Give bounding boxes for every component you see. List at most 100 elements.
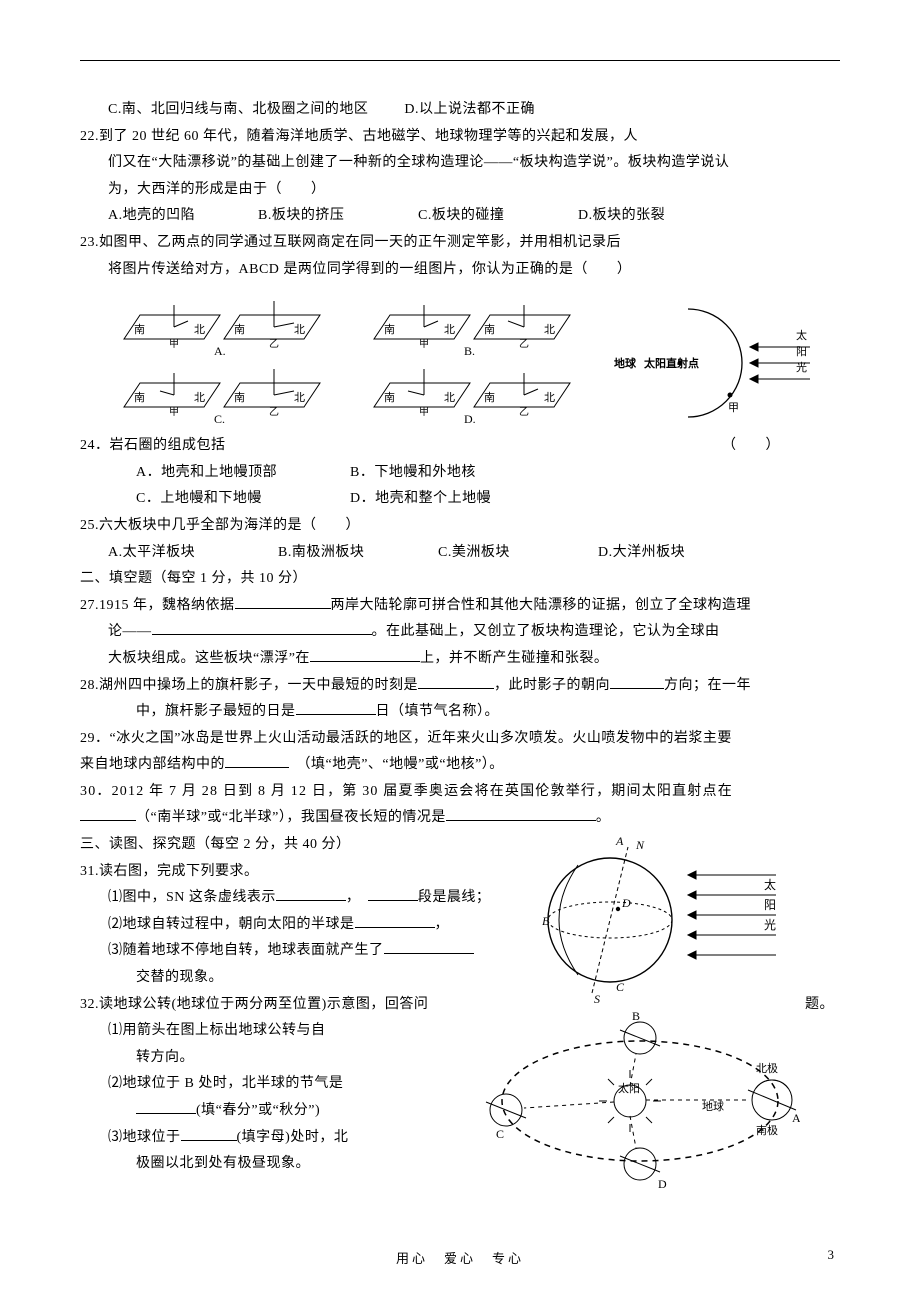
q22-a: A.地壳的凹陷 (108, 203, 258, 230)
svg-text:地球: 地球 (614, 356, 637, 370)
svg-text:甲: 甲 (169, 407, 179, 418)
q27-l2a: 论—— (108, 624, 152, 639)
q27-l1a: 27.1915 年，魏格纳依据 (80, 598, 235, 613)
svg-text:南: 南 (234, 323, 245, 336)
top-rule (80, 60, 840, 61)
blank[interactable] (446, 807, 596, 821)
svg-text:南: 南 (484, 391, 495, 404)
q32-p2b: (填“春分”或“秋分”) (196, 1103, 320, 1118)
q28-l1b: ，此时影子的朝向 (494, 678, 610, 693)
q22-d: D.板块的张裂 (578, 203, 665, 230)
q25-a: A.太平洋板块 (108, 540, 278, 567)
blank[interactable] (152, 621, 372, 635)
q28-l1a: 28.湖州四中操场上的旗杆影子，一天中最短的时刻是 (80, 678, 418, 693)
svg-text:太阳: 太阳 (618, 1082, 640, 1095)
q28-l2: 中，旗杆影子最短的日是 日（填节气名称）。 (80, 699, 840, 726)
blank[interactable] (310, 648, 420, 662)
svg-text:南: 南 (134, 391, 145, 404)
q22-stem2: 们又在“大陆漂移说”的基础上创建了一种新的全球构造理论——“板块构造学说”。板块… (80, 150, 840, 177)
q22-stem3: 为，大西洋的形成是由于（ ） (80, 177, 840, 204)
svg-text:北: 北 (194, 323, 205, 336)
footer-text: 用心 爱心 专心 (80, 1248, 840, 1267)
q31-p1a: ⑴图中，SN 这条虚线表示 (108, 890, 276, 905)
q24-b: B．下地幔和外地核 (350, 465, 476, 480)
q32-p3b: (填字母)处时，北 (237, 1130, 349, 1145)
svg-text:北: 北 (194, 391, 205, 404)
q31-p2a: ⑵地球自转过程中，朝向太阳的半球是 (108, 917, 355, 932)
svg-text:甲: 甲 (728, 402, 739, 414)
svg-text:阳: 阳 (796, 345, 807, 358)
q23-stem2: 将图片传送给对方，ABCD 是两位同学得到的一组图片，你认为正确的是（ ） (80, 257, 840, 284)
page-root: C.南、北回归线与南、北极圈之间的地区 D.以上说法都不正确 22.到了 20 … (0, 0, 920, 1307)
blank[interactable] (276, 887, 346, 901)
blank[interactable] (368, 887, 418, 901)
page-number: 3 (828, 1247, 835, 1263)
q22-c: C.板块的碰撞 (418, 203, 578, 230)
svg-text:太阳直射点: 太阳直射点 (643, 356, 699, 370)
q28-l2b: 日（填节气名称）。 (376, 704, 500, 719)
svg-text:北: 北 (544, 391, 555, 404)
blank[interactable] (355, 914, 435, 928)
svg-text:北极: 北极 (756, 1061, 778, 1075)
q29-l2b: （填“地壳”、“地幔”或“地核”）。 (304, 757, 504, 772)
q23-earth-sun: 甲 太 阳 光 地球 太阳直射点 (610, 299, 810, 425)
q32-stem-tail: 题。 (805, 992, 840, 1019)
blank[interactable] (181, 1127, 237, 1141)
blank[interactable] (296, 701, 376, 715)
svg-text:阳: 阳 (764, 898, 776, 912)
q22-choices: A.地壳的凹陷 B.板块的挤压 C.板块的碰撞 D.板块的张裂 (80, 203, 840, 230)
svg-text:B: B (632, 1009, 640, 1023)
blank[interactable] (235, 595, 331, 609)
svg-text:C: C (496, 1127, 504, 1141)
svg-text:甲: 甲 (419, 407, 429, 418)
q28-l2a: 中，旗杆影子最短的日是 (136, 704, 296, 719)
q27-l1b: 两岸大陆轮廓可拼合性和其他大陆漂移的证据，创立了全球构造理 (331, 598, 752, 613)
q22-b: B.板块的挤压 (258, 203, 418, 230)
blank[interactable] (384, 940, 474, 954)
svg-text:光: 光 (796, 360, 807, 374)
q32-p3a: ⑶地球位于 (108, 1130, 181, 1145)
blank[interactable] (418, 675, 494, 689)
q25-choices: A.太平洋板块 B.南极洲板块 C.美洲板块 D.大洋州板块 (80, 540, 840, 567)
svg-text:B: B (542, 914, 550, 928)
svg-text:A: A (615, 835, 624, 848)
q25-stem: 25.六大板块中几乎全部为海洋的是（ ） (80, 513, 840, 540)
q23-stem1: 23.如图甲、乙两点的同学通过互联网商定在同一天的正午测定竿影，并用相机记录后 (80, 230, 840, 257)
svg-text:B.: B. (464, 344, 475, 358)
svg-text:甲: 甲 (169, 339, 179, 350)
q31-wrap: A N B D C S 太 阳 光 31.读右图，完成下列要求。 (80, 859, 840, 992)
q24-cd: C．上地幔和下地幔 D．地壳和整个上地幔 (80, 486, 840, 513)
q29-l2a: 来自地球内部结构中的 (80, 757, 225, 772)
blank[interactable] (136, 1100, 196, 1114)
q24-stem: 24．岩石圈的组成包括 (80, 433, 226, 460)
q21-d: D.以上说法都不正确 (404, 102, 535, 117)
svg-text:北: 北 (294, 323, 305, 336)
q29-l2: 来自地球内部结构中的 （填“地壳”、“地幔”或“地核”）。 (80, 752, 840, 779)
svg-text:南: 南 (234, 391, 245, 404)
q21-cd-row: C.南、北回归线与南、北极圈之间的地区 D.以上说法都不正确 (80, 97, 840, 124)
svg-text:北: 北 (444, 323, 455, 336)
q24-c: C．上地幔和下地幔 (136, 486, 346, 513)
svg-text:乙: 乙 (269, 406, 279, 418)
svg-text:南: 南 (384, 391, 395, 404)
svg-text:C.: C. (214, 412, 225, 426)
q22-stem1: 22.到了 20 世纪 60 年代，随着海洋地质学、古地磁学、地球物理学等的兴起… (80, 124, 840, 151)
q24-paren: （ ） (722, 433, 840, 460)
svg-text:D.: D. (464, 412, 476, 426)
q28-l1: 28.湖州四中操场上的旗杆影子，一天中最短的时刻是，此时影子的朝向方向；在一年 (80, 673, 840, 700)
q27-l3b: 上，并不断产生碰撞和张裂。 (420, 651, 609, 666)
q31-p2b: ， (435, 917, 450, 932)
svg-text:D: D (621, 896, 631, 910)
svg-text:乙: 乙 (519, 338, 529, 350)
q25-b: B.南极洲板块 (278, 540, 438, 567)
svg-text:北: 北 (444, 391, 455, 404)
q30-l1: 30．2012 年 7 月 28 日到 8 月 12 日，第 30 届夏季奥运会… (80, 779, 840, 806)
q30-l2b: 。 (596, 810, 611, 825)
blank[interactable] (80, 807, 136, 821)
blank[interactable] (610, 675, 664, 689)
q25-c: C.美洲板块 (438, 540, 598, 567)
q30-l2: （“南半球”或“北半球”），我国昼夜长短的情况是。 (80, 805, 840, 832)
blank[interactable] (225, 754, 289, 768)
svg-text:南: 南 (484, 323, 495, 336)
q31-p1b: ， (346, 890, 354, 905)
